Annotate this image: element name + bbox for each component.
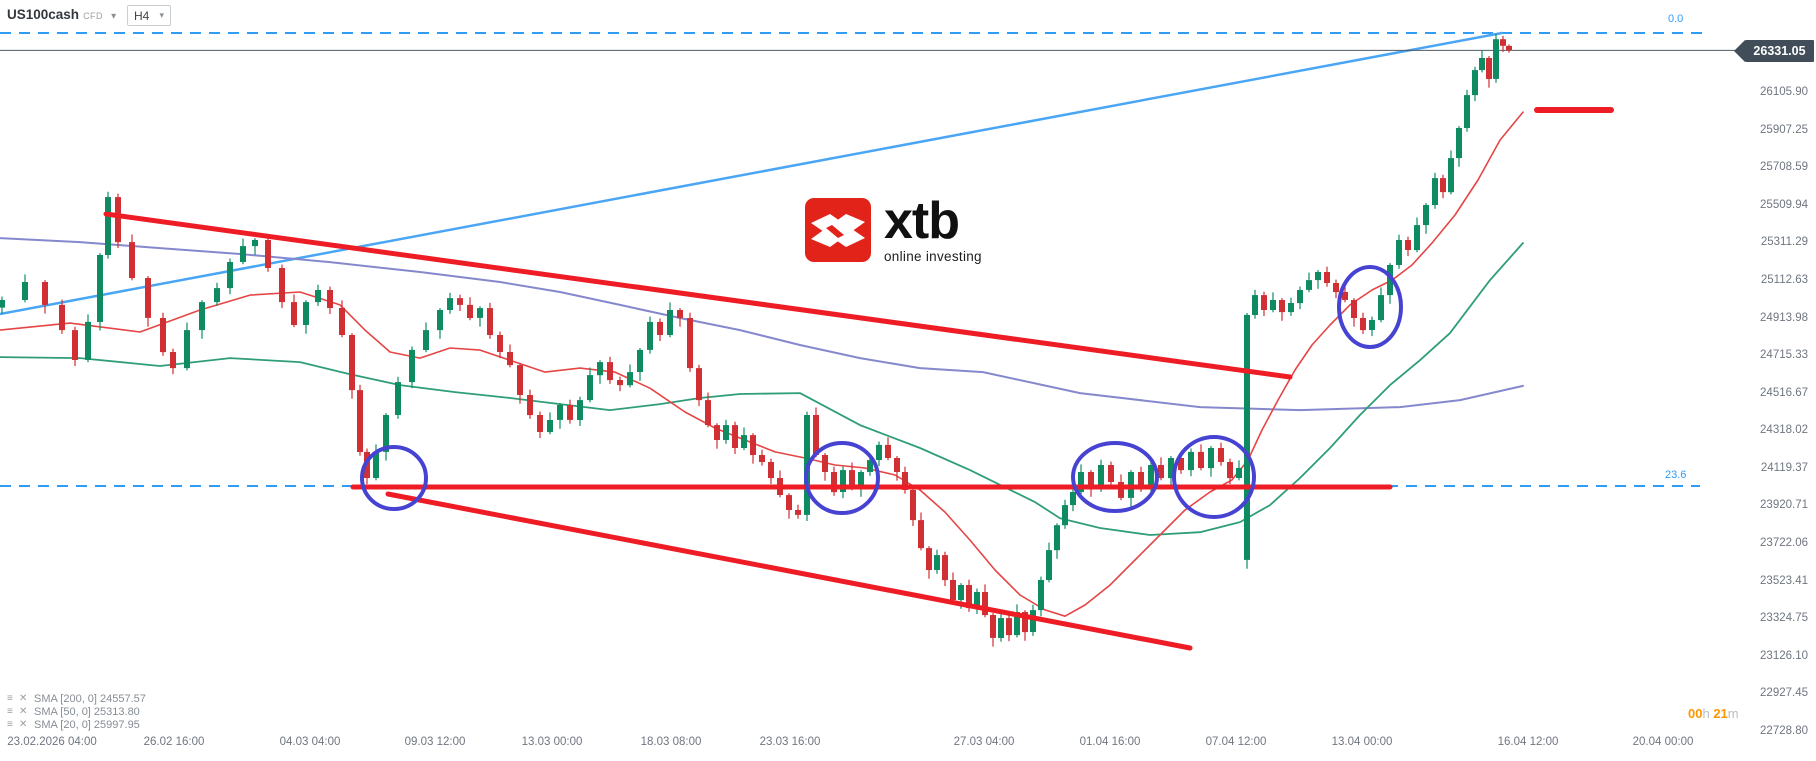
fib-level-label-0: 0.0 (1668, 13, 1684, 25)
price-axis-label: 25112.63 (1760, 274, 1808, 286)
price-axis-label: 24715.33 (1760, 349, 1808, 361)
indicator-legend-row: ≡ ✕ SMA [20, 0] 25997.95 (7, 718, 146, 731)
time-axis-label: 07.04 12:00 (1205, 736, 1267, 748)
highlight-circle-4 (1172, 435, 1256, 519)
time-axis-label: 20.04 00:00 (1632, 736, 1694, 748)
highlight-circle-3 (1071, 441, 1159, 513)
ascending-trendline (0, 31, 1504, 316)
countdown-hours-unit: h (1702, 706, 1710, 721)
countdown-hours: 00 (1688, 706, 1703, 721)
indicator-settings-icon[interactable]: ≡ (7, 693, 13, 704)
trendlines-front-layer[interactable] (103, 107, 1614, 651)
indicator-remove-icon[interactable]: ✕ (19, 706, 28, 717)
price-axis-label: 25907.25 (1760, 124, 1808, 136)
indicator-legend-label: SMA [20, 0] 25997.95 (34, 718, 140, 731)
time-axis-label: 01.04 16:00 (1079, 736, 1141, 748)
time-axis-label: 13.03 00:00 (521, 736, 583, 748)
highlight-circle-2 (804, 441, 880, 515)
price-axis-label: 22927.45 (1760, 687, 1808, 699)
timeframe-dropdown[interactable]: H4 ▾ (127, 5, 171, 26)
trendlines-back-layer[interactable] (0, 31, 1504, 316)
indicator-legend-row: ≡ ✕ SMA [50, 0] 25313.80 (7, 705, 146, 718)
indicator-settings-icon[interactable]: ≡ (7, 719, 13, 730)
xtb-tagline: online investing (884, 249, 982, 264)
price-axis-label: 23523.41 (1760, 575, 1808, 587)
time-axis-label: 04.03 04:00 (279, 736, 341, 748)
indicator-legend: ≡ ✕ SMA [200, 0] 24557.57 ≡ ✕ SMA [50, 0] 253… (7, 692, 146, 731)
instrument-type-label: CFD (83, 11, 104, 21)
price-axis-label: 24318.02 (1760, 424, 1808, 436)
time-axis-label: 26.02 16:00 (143, 736, 205, 748)
indicator-legend-label: SMA [50, 0] 25313.80 (34, 705, 140, 718)
price-axis-label: 23920.71 (1760, 499, 1808, 511)
price-axis-label: 25311.29 (1760, 236, 1808, 248)
price-axis-label: 25708.59 (1760, 161, 1808, 173)
upper-channel-line (103, 211, 1293, 380)
price-axis-label: 23126.10 (1760, 650, 1808, 662)
indicator-legend-label: SMA [200, 0] 24557.57 (34, 692, 146, 705)
price-axis-label: 22728.80 (1760, 725, 1808, 737)
chevron-down-icon: ▾ (111, 11, 117, 22)
indicator-remove-icon[interactable]: ✕ (19, 693, 28, 704)
price-axis-label: 24913.98 (1760, 312, 1808, 324)
time-axis-label: 13.04 00:00 (1331, 736, 1393, 748)
price-axis-label: 26105.90 (1760, 86, 1808, 98)
price-axis-label: 25509.94 (1760, 199, 1808, 211)
time-axis-label: 09.03 12:00 (404, 736, 466, 748)
price-badge: 26331.05 (1745, 40, 1814, 62)
highlight-circle-5 (1337, 265, 1403, 349)
highlight-circles-layer[interactable] (360, 265, 1403, 519)
candles-layer (0, 33, 1512, 647)
indicator-legend-row: ≡ ✕ SMA [200, 0] 24557.57 (7, 692, 146, 705)
sma-layer (0, 111, 1524, 617)
countdown-minutes-unit: m (1727, 706, 1739, 721)
fib-level-label-236: 23.6 (1665, 469, 1687, 481)
sma-50-line (0, 242, 1524, 536)
timeframe-value: H4 (134, 8, 150, 23)
indicator-remove-icon[interactable]: ✕ (19, 719, 28, 730)
highlight-circle-1 (360, 445, 428, 511)
bar-countdown: 00h 21m (1688, 706, 1739, 721)
instrument-selector[interactable]: US100cash CFD ▾ (7, 7, 116, 22)
time-axis-label: 16.04 12:00 (1497, 736, 1559, 748)
xtb-logo-icon (805, 198, 871, 262)
price-axis-label: 24119.37 (1760, 462, 1808, 474)
price-axis-label: 23722.06 (1760, 537, 1808, 549)
xtb-brand-text: xtb (884, 192, 960, 250)
price-axis-label: 23324.75 (1760, 612, 1808, 624)
time-axis-label: 18.03 08:00 (640, 736, 702, 748)
xtb-watermark: xtb online investing (805, 192, 982, 264)
price-axis-label: 24516.67 (1760, 387, 1808, 399)
chevron-down-icon: ▾ (159, 10, 164, 20)
indicator-settings-icon[interactable]: ≡ (7, 706, 13, 717)
instrument-symbol: US100cash (7, 7, 80, 22)
time-axis-label: 27.03 04:00 (953, 736, 1015, 748)
price-badge-arrow (1734, 40, 1745, 62)
time-axis-label: 23.03 16:00 (759, 736, 821, 748)
time-axis-label: 23.02.2026 04:00 (7, 736, 97, 748)
countdown-minutes: 21 (1709, 706, 1728, 721)
fib-levels-layer[interactable] (0, 32, 1705, 487)
lower-channel-line (385, 491, 1193, 651)
sma-20-line (0, 111, 1524, 617)
